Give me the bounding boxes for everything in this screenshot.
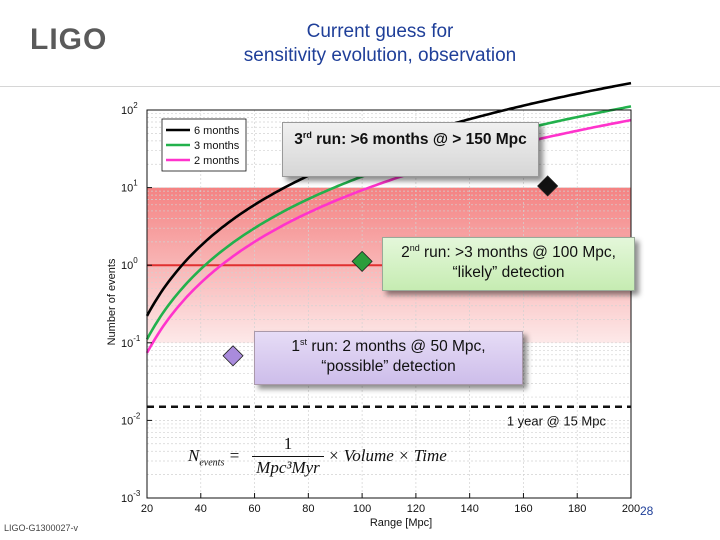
formula-lhs-sub: events xyxy=(199,457,225,469)
slide-title-line2: sensitivity evolution, observation xyxy=(243,45,517,66)
y-axis-label: Number of events xyxy=(106,258,118,345)
x-tick-label: 140 xyxy=(460,503,478,515)
x-tick-label: 160 xyxy=(514,503,532,515)
document-id: LIGO-G1300027-v xyxy=(4,523,79,533)
dashed-line-label: 1 year @ 15 Mpc xyxy=(507,414,607,429)
y-tick-label: 10-2 xyxy=(121,411,141,427)
marker-run3 xyxy=(537,175,559,197)
callout-run2-line2: “likely” detection xyxy=(452,264,565,281)
y-tick-label: 10-1 xyxy=(121,334,141,350)
chart-legend: 6 months 3 months 2 months xyxy=(161,118,247,172)
series-line-2-months xyxy=(145,118,632,354)
legend-label: 2 months xyxy=(194,155,240,167)
callout-run1: 1st run: 2 months @ 50 Mpc, “possible” d… xyxy=(254,331,523,385)
marker-run1 xyxy=(222,345,244,367)
callout-run1-text: run: 2 months @ 50 Mpc, xyxy=(307,338,486,355)
slide-title: Current guess for sensitivity evolution,… xyxy=(170,20,590,68)
y-tick-label: 100 xyxy=(121,256,138,272)
x-tick-label: 40 xyxy=(195,503,207,515)
header-divider xyxy=(0,86,720,87)
callout-run1-ordinal: 1 xyxy=(291,338,301,355)
y-tick-label: 101 xyxy=(121,179,138,195)
x-tick-label: 80 xyxy=(302,503,314,515)
callout-run2-suffix: nd xyxy=(409,242,420,253)
formula-rhs: × Volume × Time xyxy=(328,446,447,465)
callout-run3-ordinal: 3 xyxy=(294,131,303,148)
x-tick-label: 60 xyxy=(248,503,260,515)
legend-label: 6 months xyxy=(194,125,240,137)
callout-run3-suffix: rd xyxy=(302,129,312,140)
formula-lhs: N xyxy=(188,446,200,465)
y-tick-label: 10-3 xyxy=(121,489,141,505)
x-tick-label: 100 xyxy=(353,503,371,515)
x-tick-label: 20 xyxy=(141,503,153,515)
callout-run3: 3rd run: >6 months @ > 150 Mpc xyxy=(282,122,539,177)
formula-fraction-bar xyxy=(252,456,324,457)
callout-run2: 2nd run: >3 months @ 100 Mpc, “likely” d… xyxy=(382,237,635,291)
callout-run2-text: run: >3 months @ 100 Mpc, xyxy=(419,244,616,261)
x-tick-label: 200 xyxy=(622,503,640,515)
marker-run2 xyxy=(351,250,373,272)
callout-run1-suffix: st xyxy=(300,336,308,347)
slide-title-line1: Current guess for xyxy=(306,21,454,42)
callout-run1-line2: “possible” detection xyxy=(321,358,456,375)
x-tick-label: 180 xyxy=(568,503,586,515)
ligo-logo-text: LIGO xyxy=(30,23,108,56)
callout-run3-text: run: >6 months @ > 150 Mpc xyxy=(311,131,527,148)
callout-run2-ordinal: 2 xyxy=(401,244,410,261)
legend-label: 3 months xyxy=(194,140,240,152)
y-tick-label: 102 xyxy=(121,101,138,117)
formula-numerator: 1 xyxy=(283,434,293,453)
x-tick-label: 120 xyxy=(407,503,425,515)
page-number: 28 xyxy=(640,504,654,518)
plot-frame xyxy=(146,109,632,499)
x-axis-label: Range [Mpc] xyxy=(370,517,432,529)
formula-denominator: Mpc³Myr xyxy=(256,458,320,477)
